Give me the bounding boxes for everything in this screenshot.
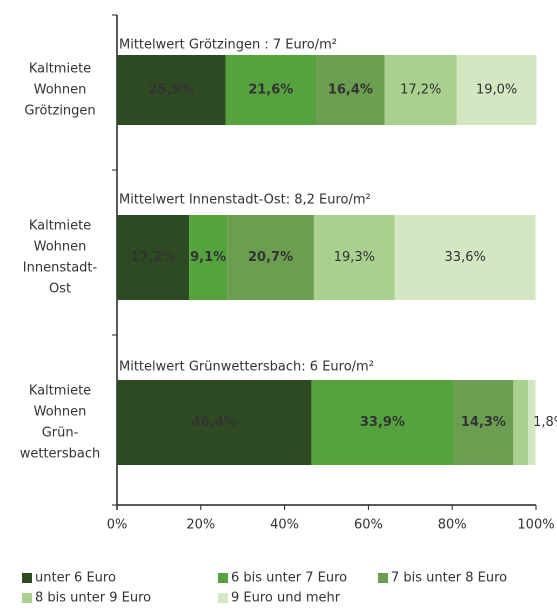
category-label: Ost [49,282,71,297]
data-label: 19,0% [476,83,517,98]
data-label: 20,7% [248,250,293,265]
bar-segment [384,55,457,125]
category-label: Grötzingen [24,104,95,119]
bar-segment [225,55,317,125]
annotation: Mittelwert Grünwettersbach: 6 Euro/m² [119,360,374,375]
legend-label: 8 bis unter 9 Euro [35,591,151,606]
legend-swatch [22,593,32,603]
bar-segment [117,380,312,465]
legend-label: 9 Euro und mehr [231,591,341,606]
data-label: 46,4% [192,415,237,430]
legend-swatch [218,573,228,583]
data-label: 33,9% [360,415,405,430]
x-tick-label: 40% [270,518,299,533]
annotation: Mittelwert Innenstadt-Ost: 8,2 Euro/m² [119,193,371,208]
category-label: Wohnen [34,405,87,420]
bar-segment [117,55,226,125]
x-tick-label: 0% [107,518,128,533]
data-label: 19,3% [334,250,375,265]
data-label: 14,3% [461,415,506,430]
x-tick-label: 80% [438,518,467,533]
bar-segment [316,55,385,125]
category-label: Wohnen [34,240,87,255]
data-label: 1,8% [533,415,557,430]
category-label: wettersbach [20,447,101,462]
bar-segment [453,380,514,465]
bar-segment [528,380,536,465]
bar-segment [456,55,537,125]
category-label: Grün- [42,426,79,441]
legend-swatch [378,573,388,583]
data-label: 9,1% [190,250,226,265]
x-tick-label: 60% [354,518,383,533]
legend-swatch [218,593,228,603]
bar-segment [513,380,529,465]
bar-segment [313,215,395,300]
category-label: Wohnen [34,83,87,98]
annotation: Mittelwert Grötzingen : 7 Euro/m² [119,38,337,53]
category-label: Innenstadt- [23,261,98,276]
data-label: 33,6% [445,250,486,265]
data-label: 21,6% [248,83,293,98]
category-label: Kaltmiete [29,62,91,77]
bar-segment [311,380,454,465]
legend-label: 6 bis unter 7 Euro [231,571,347,586]
bar-segment [189,215,228,300]
category-label: Kaltmiete [29,384,91,399]
data-label: 17,2% [400,83,441,98]
data-label: 17,2% [130,250,175,265]
bar-segment [394,215,536,300]
legend-swatch [22,573,32,583]
data-label: 25,9% [149,83,194,98]
legend-label: unter 6 Euro [35,571,116,586]
x-tick-label: 100% [517,518,554,533]
bar-segment [227,215,314,300]
data-label: 16,4% [328,83,373,98]
bar-segment [117,215,190,300]
legend-label: 7 bis unter 8 Euro [391,571,507,586]
category-label: Kaltmiete [29,219,91,234]
x-tick-label: 20% [186,518,215,533]
